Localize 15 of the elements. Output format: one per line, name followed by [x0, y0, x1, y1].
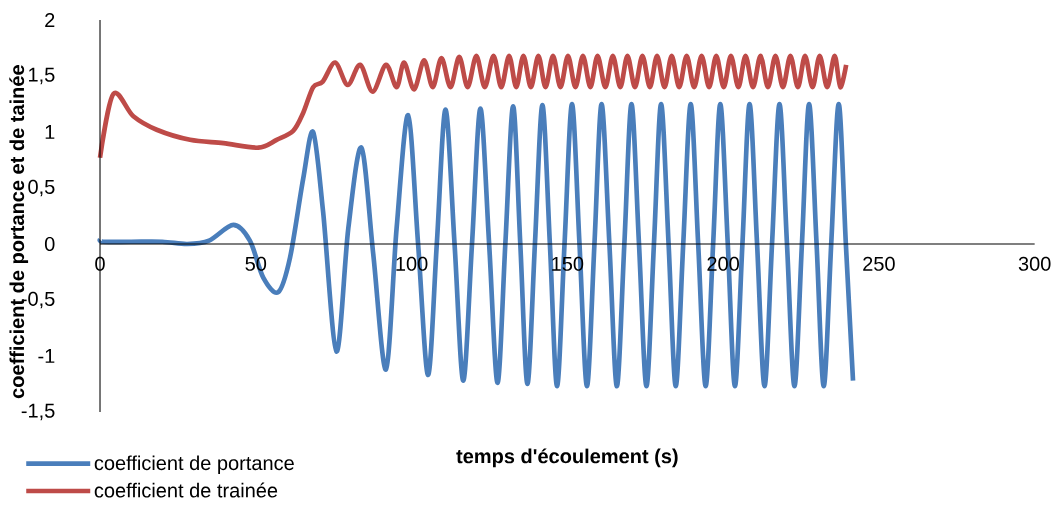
y-tick-label: -1 — [38, 349, 55, 363]
y-tick-label: 0 — [44, 236, 55, 252]
line-series — [97, 101, 856, 389]
y-tick-label: 1 — [45, 125, 55, 139]
x-axis-title: temps d'écoulement (s) — [456, 448, 678, 468]
y-tick-label: -1,5 — [21, 403, 55, 421]
line-series — [97, 53, 849, 161]
legend-label: coefficient de portance — [94, 455, 294, 475]
x-tick-label: 250 — [863, 256, 895, 271]
y-tick-label: 0,5 — [28, 179, 55, 197]
x-tick-label: 300 — [1018, 256, 1051, 271]
x-tick-label: 0 — [95, 256, 105, 271]
y-tick-label: 2 — [45, 13, 55, 27]
y-tick-label: 1,5 — [29, 67, 55, 85]
legend-label: coefficient de trainée — [94, 482, 278, 498]
